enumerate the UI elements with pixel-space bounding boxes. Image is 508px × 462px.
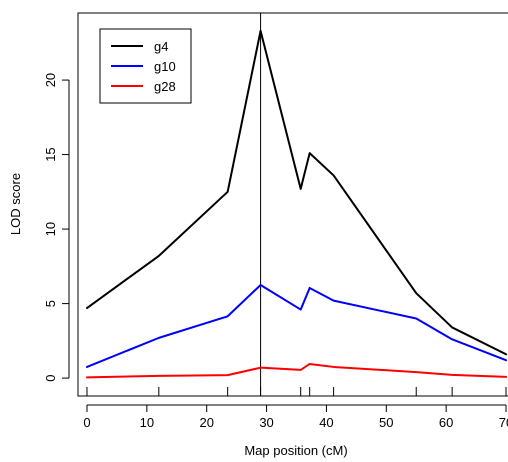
x-axis: 0 10 20 30 40 50 60 70 xyxy=(83,404,508,430)
series-line-g28 xyxy=(85,362,508,379)
series-line-g4 xyxy=(85,29,508,356)
x-tick-label: 0 xyxy=(83,415,90,430)
x-tick-label: 10 xyxy=(140,415,154,430)
x-tick-label: 60 xyxy=(439,415,453,430)
y-tick-label: 20 xyxy=(43,73,58,87)
x-tick-label: 70 xyxy=(499,415,508,430)
y-tick-label: 5 xyxy=(43,300,58,307)
x-tick-label: 40 xyxy=(319,415,333,430)
legend-label-g4: g4 xyxy=(154,39,168,54)
y-tick-label: 0 xyxy=(43,374,58,381)
marker-layer xyxy=(86,387,507,396)
legend: g4 g10 g28 xyxy=(99,28,192,104)
y-axis-label: LOD score xyxy=(8,173,23,235)
series-layer xyxy=(85,29,508,379)
x-tick-label: 20 xyxy=(199,415,213,430)
legend-label-g10: g10 xyxy=(154,59,176,74)
legend-label-g28: g28 xyxy=(154,79,176,94)
series-line-g10 xyxy=(85,283,508,368)
y-tick-label: 15 xyxy=(43,147,58,161)
plot-frame xyxy=(77,12,508,397)
y-axis: 0 5 10 15 20 xyxy=(43,73,70,382)
y-tick-label: 10 xyxy=(43,222,58,236)
x-tick-label: 30 xyxy=(259,415,273,430)
x-tick-label: 50 xyxy=(379,415,393,430)
x-axis-label: Map position (cM) xyxy=(244,443,347,458)
